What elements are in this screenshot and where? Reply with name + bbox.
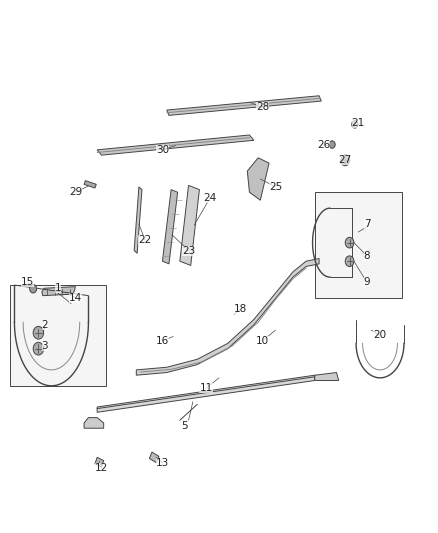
Text: 16: 16 — [156, 336, 169, 346]
FancyBboxPatch shape — [10, 285, 106, 386]
Text: 13: 13 — [156, 458, 169, 467]
Polygon shape — [149, 452, 159, 463]
Text: 23: 23 — [182, 246, 195, 256]
Circle shape — [341, 155, 350, 166]
Text: 29: 29 — [69, 187, 82, 197]
Text: 8: 8 — [364, 251, 370, 261]
FancyBboxPatch shape — [315, 192, 402, 298]
Text: 1: 1 — [55, 282, 61, 293]
Text: 15: 15 — [21, 277, 34, 287]
Polygon shape — [84, 418, 104, 428]
Circle shape — [33, 326, 44, 339]
Text: 28: 28 — [256, 102, 269, 112]
Text: 2: 2 — [42, 320, 48, 330]
Polygon shape — [42, 287, 75, 296]
Text: 5: 5 — [181, 421, 187, 431]
Text: 25: 25 — [269, 182, 282, 192]
Polygon shape — [315, 373, 339, 381]
Polygon shape — [136, 259, 319, 375]
Text: 22: 22 — [138, 235, 152, 245]
Polygon shape — [97, 135, 254, 155]
Text: 10: 10 — [256, 336, 269, 346]
Polygon shape — [167, 96, 321, 115]
Circle shape — [33, 342, 44, 355]
Text: 11: 11 — [199, 383, 212, 393]
Text: 18: 18 — [234, 304, 247, 314]
Circle shape — [345, 237, 354, 248]
Text: 30: 30 — [156, 145, 169, 155]
Polygon shape — [247, 158, 269, 200]
Text: 24: 24 — [204, 192, 217, 203]
Text: 27: 27 — [339, 156, 352, 165]
Text: 3: 3 — [42, 341, 48, 351]
Text: 14: 14 — [69, 293, 82, 303]
Circle shape — [329, 141, 335, 148]
Text: 26: 26 — [317, 140, 330, 150]
Text: 12: 12 — [95, 463, 108, 473]
Text: 9: 9 — [364, 277, 370, 287]
Polygon shape — [97, 375, 315, 413]
Polygon shape — [95, 457, 104, 467]
Polygon shape — [162, 190, 178, 264]
Polygon shape — [84, 181, 96, 188]
Circle shape — [352, 120, 358, 128]
Polygon shape — [180, 185, 199, 265]
Text: 7: 7 — [364, 219, 370, 229]
Text: 21: 21 — [352, 118, 365, 128]
Polygon shape — [134, 187, 142, 253]
Circle shape — [345, 256, 354, 266]
Text: 20: 20 — [374, 330, 387, 341]
Circle shape — [30, 285, 37, 293]
